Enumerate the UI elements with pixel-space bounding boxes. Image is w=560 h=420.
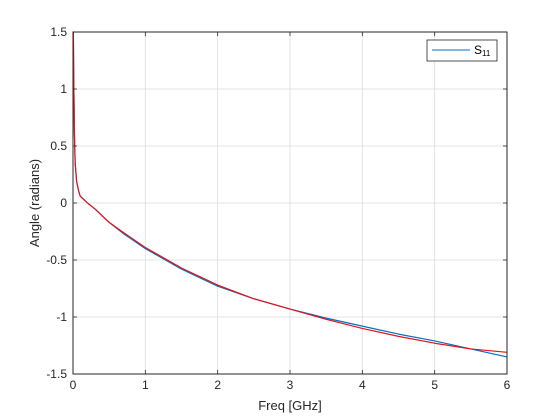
y-tick-label: 1 [60,82,67,96]
y-tick-label: -1.5 [46,367,67,381]
legend-label-main: S [474,43,482,57]
legend: S11 [426,39,498,62]
x-tick-label: 3 [287,378,294,392]
x-tick-label: 6 [504,378,511,392]
axis-ticks: 0 1 2 3 4 5 6 -1.5 -1 -0.5 0 0.5 1 1.5 [46,25,510,392]
legend-label-subscript: 11 [482,49,491,58]
x-tick-label: 2 [214,378,221,392]
series-layer [72,31,508,358]
x-tick-label: 0 [70,378,77,392]
series-line-2 [72,31,508,353]
y-tick-label: 1.5 [50,25,67,39]
x-tick-label: 1 [142,378,149,392]
y-tick-label: -1 [56,310,67,324]
x-tick-label: 5 [431,378,438,392]
x-axis-label: Freq [GHz] [258,398,322,413]
y-tick-label: 0.5 [50,139,67,153]
y-tick-label: 0 [60,196,67,210]
legend-label-s11: S11 [474,43,491,58]
y-tick-label: -0.5 [46,253,67,267]
y-axis-label: Angle (radians) [27,159,42,247]
x-tick-label: 4 [359,378,366,392]
